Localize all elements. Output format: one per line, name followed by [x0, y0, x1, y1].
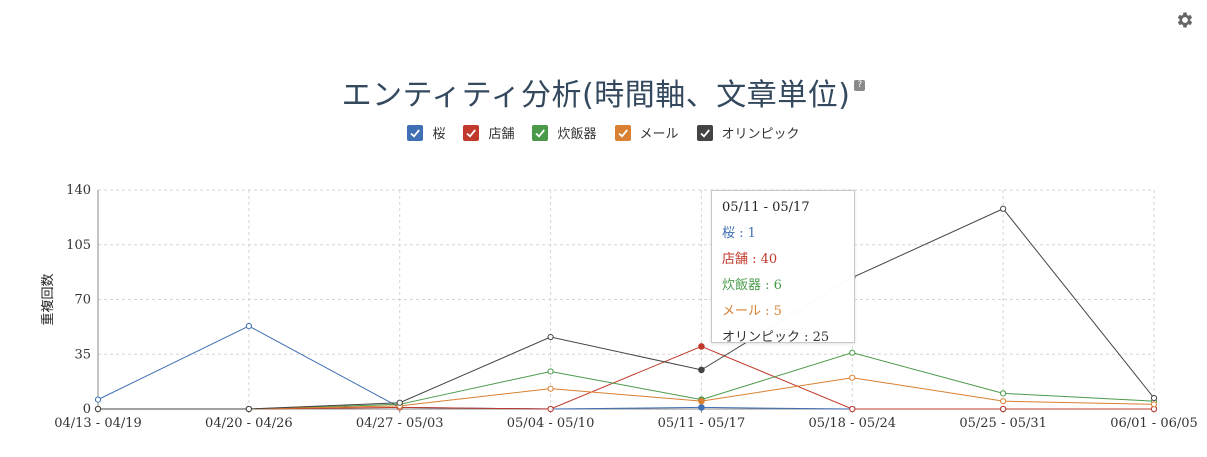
checkbox-icon[interactable]: [532, 124, 549, 141]
chart-tooltip: 05/11 - 05/17 桜 : 1 店舗 : 40 炊飯器 : 6 メール : 5…: [711, 190, 855, 345]
data-point: [698, 366, 705, 374]
data-point: [245, 322, 252, 330]
data-point: [1150, 394, 1158, 402]
data-point: [849, 374, 856, 381]
data-point: [1150, 401, 1158, 408]
tooltip-row: 桜 : 1: [722, 226, 756, 241]
legend-item[interactable]: 桜: [407, 123, 445, 142]
data-point: [94, 405, 102, 413]
legend-label: メール: [639, 127, 679, 142]
y-tick-label: 0: [83, 402, 91, 417]
data-point: [396, 399, 403, 406]
legend-label: 桜: [432, 127, 446, 142]
y-tick-label: 70: [74, 293, 91, 308]
chart-title: エンティティ分析(時間軸、文章単位): [341, 78, 851, 113]
x-tick-label: 04/13 - 04/19: [54, 416, 142, 431]
checkbox-icon[interactable]: [407, 124, 424, 141]
legend-label: オリンピック: [721, 127, 800, 142]
x-tick-label: 05/18 - 05/24: [808, 416, 896, 431]
checkbox-icon[interactable]: [463, 124, 480, 141]
x-tick-label: 05/04 - 05/10: [507, 416, 595, 431]
y-tick-label: 105: [66, 238, 91, 253]
question-icon[interactable]: ?: [854, 80, 866, 91]
data-point: [849, 405, 856, 413]
series-line-3: [98, 377, 1155, 410]
tooltip-row: オリンピック : 25: [722, 330, 830, 345]
data-point: [1000, 405, 1007, 413]
checkbox-icon[interactable]: [614, 124, 631, 141]
x-tick-label: 04/27 - 05/03: [356, 416, 444, 431]
data-point: [547, 385, 554, 392]
x-tick-label: 05/25 - 05/31: [959, 416, 1047, 431]
x-tick-label: 06/01 - 06/05: [1110, 416, 1198, 431]
data-point: [547, 333, 554, 341]
data-point: [849, 349, 856, 356]
data-point: [547, 368, 554, 375]
chart-legend: 桜 店舗 炊飯器 メール オリンピック: [0, 123, 1207, 142]
data-point: [698, 397, 705, 405]
legend-item[interactable]: 店舗: [463, 123, 514, 142]
series-line-4: [98, 208, 1155, 410]
y-axis-label: 重複回数: [40, 273, 56, 325]
chart-title-wrap: エンティティ分析(時間軸、文章単位)?: [0, 70, 1207, 114]
tooltip-row: 炊飯器 : 6: [722, 278, 782, 293]
x-tick-label: 04/20 - 04/26: [205, 416, 293, 431]
legend-label: 炊飯器: [557, 127, 597, 142]
data-point: [245, 405, 252, 413]
gear-icon[interactable]: [1175, 10, 1195, 30]
checkbox-icon[interactable]: [696, 124, 713, 141]
data-point: [698, 404, 705, 411]
y-tick-label: 140: [66, 183, 91, 198]
data-point: [1000, 205, 1007, 212]
legend-item[interactable]: 炊飯器: [532, 123, 597, 142]
x-tick-label: 05/11 - 05/17: [658, 416, 746, 431]
data-point: [547, 405, 554, 413]
data-point: [1000, 390, 1007, 397]
series-line-2: [98, 352, 1155, 410]
y-tick-label: 35: [74, 347, 91, 362]
data-point: [1000, 398, 1007, 405]
tooltip-row: メール : 5: [722, 304, 782, 319]
tooltip-header: 05/11 - 05/17: [722, 200, 810, 215]
legend-item[interactable]: オリンピック: [696, 123, 800, 142]
data-point: [94, 396, 102, 403]
legend-item[interactable]: メール: [614, 123, 679, 142]
tooltip-row: 店舗 : 40: [722, 252, 778, 267]
data-point: [698, 343, 705, 350]
legend-label: 店舗: [488, 127, 515, 142]
series-line-0: [97, 325, 1154, 410]
